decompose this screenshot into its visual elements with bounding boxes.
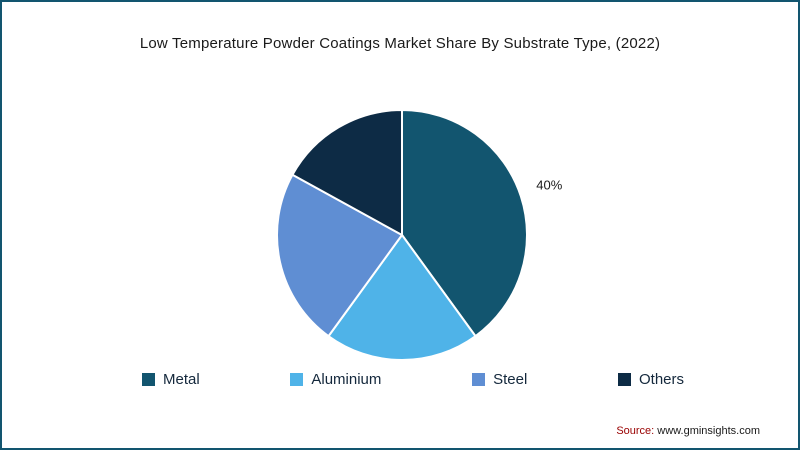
legend-label-others: Others <box>638 371 684 388</box>
legend-swatch-metal <box>142 373 155 386</box>
legend: Metal Aluminium Steel Others <box>142 371 684 388</box>
chart-title: Low Temperature Powder Coatings Market S… <box>139 35 661 52</box>
pie-slice-metal <box>401 109 528 338</box>
legend-label-steel: Steel <box>493 371 528 388</box>
pie-slice-others <box>291 109 403 236</box>
source-label: Source: <box>616 425 655 437</box>
legend-item-aluminium: Aluminium <box>290 371 381 388</box>
data-label-metal: 40% <box>536 178 562 193</box>
pie-slice-steel <box>275 173 403 338</box>
pie-slice-aluminium <box>327 234 477 361</box>
legend-swatch-steel <box>472 373 486 386</box>
legend-label-aluminium: Aluminium <box>311 371 382 388</box>
legend-item-steel: Steel <box>472 371 527 388</box>
legend-item-metal: Metal <box>142 371 200 388</box>
source-value: www.gminsights.com <box>657 425 760 437</box>
legend-swatch-aluminium <box>290 373 304 386</box>
legend-item-others: Others <box>617 371 684 388</box>
legend-label-metal: Metal <box>163 371 200 388</box>
source-note: Source: www.gminsights.com <box>616 425 760 437</box>
legend-swatch-others <box>617 373 631 386</box>
